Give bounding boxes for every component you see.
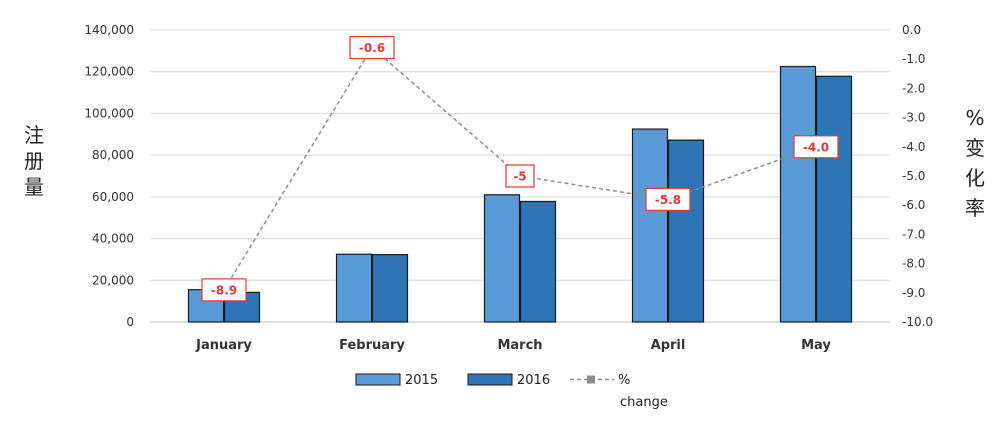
y-tick-label: 0 bbox=[126, 315, 134, 329]
percent-data-label: -8.9 bbox=[211, 283, 237, 297]
bar-2015-march bbox=[483, 194, 521, 323]
percent-change-line: -8.9 -0.6 -5 -5.8 -4.0 bbox=[201, 35, 839, 302]
legend-label-change: change bbox=[620, 395, 668, 410]
legend-swatch-2015 bbox=[355, 373, 401, 386]
y-tick-label: 20,000 bbox=[92, 273, 134, 287]
legend-label-percent: % bbox=[618, 373, 630, 388]
category-label: February bbox=[339, 338, 405, 353]
y2-tick-label: -3.0 bbox=[902, 111, 925, 125]
legend-label-2015: 2015 bbox=[405, 373, 438, 388]
y2-tick-label: -2.0 bbox=[902, 81, 925, 95]
category-label: March bbox=[497, 338, 542, 353]
percent-label-box bbox=[645, 187, 691, 211]
legend-label-2016: 2016 bbox=[517, 373, 550, 388]
percent-label-box bbox=[349, 35, 395, 60]
y-axis-title-char: 注 bbox=[24, 123, 44, 147]
percent-data-label: -4.0 bbox=[803, 140, 829, 154]
percent-label-box bbox=[505, 164, 535, 188]
y2-tick-label: -9.0 bbox=[902, 286, 925, 300]
bar-2016-february bbox=[371, 254, 409, 323]
bar-2015-may bbox=[779, 65, 817, 323]
bar-2016-may bbox=[815, 75, 853, 323]
y2-tick-label: -1.0 bbox=[902, 52, 925, 66]
y-axis-title-char: 册 bbox=[24, 149, 44, 173]
bar-2015-february bbox=[335, 253, 373, 323]
percent-data-label: -0.6 bbox=[359, 41, 385, 55]
axis-titles: 注册量% 变化率 bbox=[24, 106, 985, 220]
legend-marker-percent bbox=[587, 375, 595, 384]
y2-tick-label: -5.0 bbox=[902, 169, 925, 183]
legend: 2015 2016 % change bbox=[355, 373, 668, 410]
y2-axis-title-char: 率 bbox=[965, 196, 985, 220]
y2-tick-label: -8.0 bbox=[902, 257, 925, 271]
y2-tick-label: -4.0 bbox=[902, 140, 925, 154]
bar-2015-april bbox=[631, 128, 669, 323]
y2-tick-label: -6.0 bbox=[902, 198, 925, 212]
y-tick-label: 80,000 bbox=[92, 148, 134, 162]
y-tick-label: 120,000 bbox=[84, 65, 134, 79]
bar-2016-march bbox=[519, 200, 557, 323]
percent-label-box bbox=[793, 135, 839, 159]
y2-axis-title-char: 化 bbox=[965, 166, 985, 190]
y2-tick-label: -10.0 bbox=[902, 315, 933, 329]
y-tick-label: 140,000 bbox=[84, 23, 134, 37]
percent-data-label: -5 bbox=[513, 170, 526, 184]
bars bbox=[187, 65, 853, 323]
category-label: May bbox=[801, 338, 831, 353]
category-label: April bbox=[651, 338, 686, 353]
left-axis-ticks: 0 20,000 40,000 60,000 80,000 100,000 120,000 1… bbox=[84, 23, 134, 329]
y2-axis-title-char: % bbox=[965, 106, 984, 130]
y-tick-label: 100,000 bbox=[84, 106, 134, 120]
percent-label-box bbox=[201, 278, 247, 302]
y2-tick-label: -7.0 bbox=[902, 227, 925, 241]
y2-axis-title-char: 变 bbox=[965, 136, 985, 160]
right-axis-ticks: -10.0 -9.0 -8.0 -7.0 -6.0 -5.0 -4.0 -3.0 -2.0 -1.… bbox=[902, 23, 933, 329]
y-tick-label: 60,000 bbox=[92, 190, 134, 204]
percent-data-label: -5.8 bbox=[655, 193, 681, 207]
bar-2016-april bbox=[667, 139, 705, 323]
category-labels: January February March April May bbox=[195, 338, 831, 353]
legend-swatch-2016 bbox=[467, 373, 513, 386]
y2-tick-label: 0.0 bbox=[902, 23, 921, 37]
y-tick-label: 40,000 bbox=[92, 232, 134, 246]
category-label: January bbox=[195, 338, 252, 353]
y-axis-title-char: 量 bbox=[24, 175, 44, 199]
